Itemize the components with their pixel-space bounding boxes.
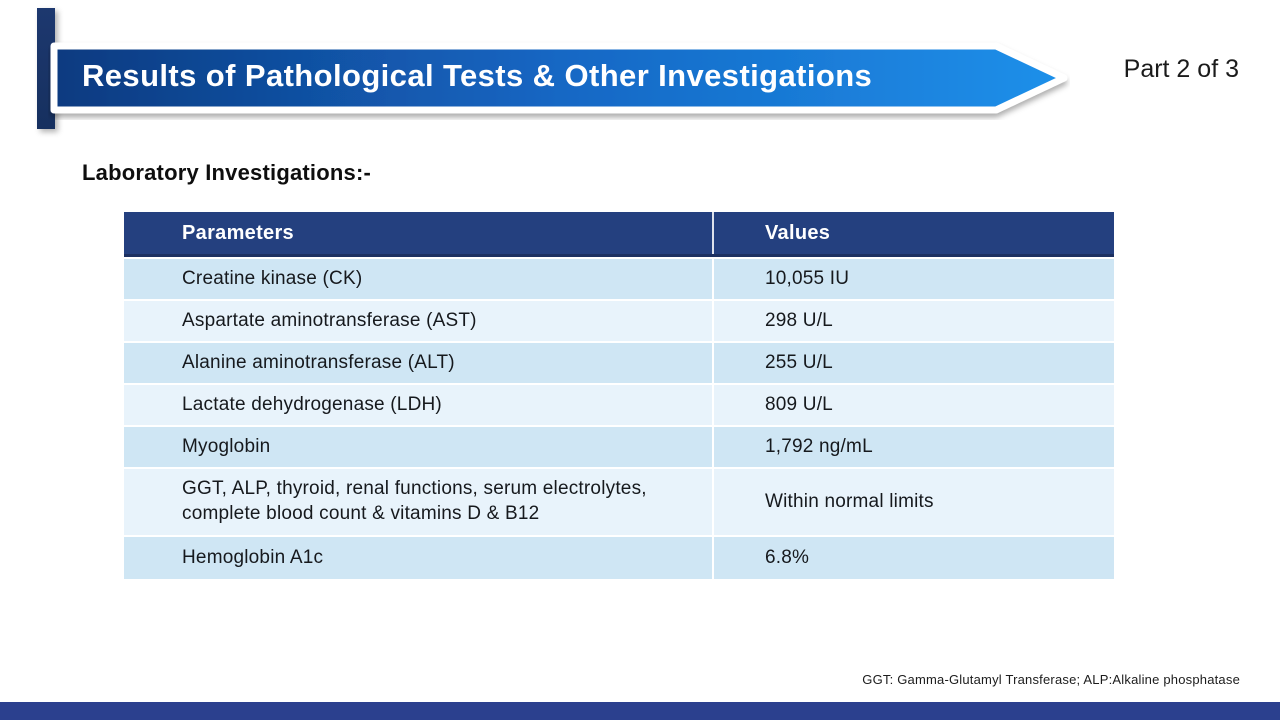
abbreviation-footnote: GGT: Gamma-Glutamyl Transferase; ALP:Alk… [862, 672, 1240, 687]
table-header-row: Parameters Values [124, 212, 1114, 257]
table-row: Aspartate aminotransferase (AST) 298 U/L [124, 301, 1114, 341]
table-row: Myoglobin 1,792 ng/mL [124, 427, 1114, 467]
column-header-values: Values [765, 221, 831, 244]
page-title: Results of Pathological Tests & Other In… [82, 58, 873, 93]
column-header-parameters: Parameters [124, 212, 714, 254]
value-cell: 10,055 IU [765, 268, 850, 289]
table-row: Alanine aminotransferase (ALT) 255 U/L [124, 343, 1114, 383]
banner-arrow-shape [50, 42, 1068, 114]
parameter-cell: Myoglobin [124, 427, 714, 467]
table-row: Creatine kinase (CK) 10,055 IU [124, 259, 1114, 299]
parameter-cell: Hemoglobin A1c [124, 537, 714, 579]
section-heading: Laboratory Investigations:- [82, 160, 371, 185]
value-cell: Within normal limits [765, 491, 934, 512]
title-banner-arrow [50, 42, 1068, 114]
table-row: GGT, ALP, thyroid, renal functions, seru… [124, 469, 1114, 535]
parameter-cell: Alanine aminotransferase (ALT) [124, 343, 714, 383]
table-row: Hemoglobin A1c 6.8% [124, 537, 1114, 579]
value-cell: 298 U/L [765, 310, 833, 331]
parameter-cell: Lactate dehydrogenase (LDH) [124, 385, 714, 425]
value-cell: 6.8% [765, 547, 810, 568]
parameter-cell: GGT, ALP, thyroid, renal functions, seru… [124, 469, 714, 535]
lab-results-table: Parameters Values Creatine kinase (CK) 1… [124, 212, 1114, 579]
parameter-cell: Aspartate aminotransferase (AST) [124, 301, 714, 341]
value-cell: 255 U/L [765, 352, 833, 373]
table-row: Lactate dehydrogenase (LDH) 809 U/L [124, 385, 1114, 425]
bottom-bar [0, 702, 1280, 720]
parameter-cell: Creatine kinase (CK) [124, 259, 714, 299]
value-cell: 1,792 ng/mL [765, 436, 873, 457]
part-indicator: Part 2 of 3 [1123, 55, 1239, 83]
value-cell: 809 U/L [765, 394, 833, 415]
